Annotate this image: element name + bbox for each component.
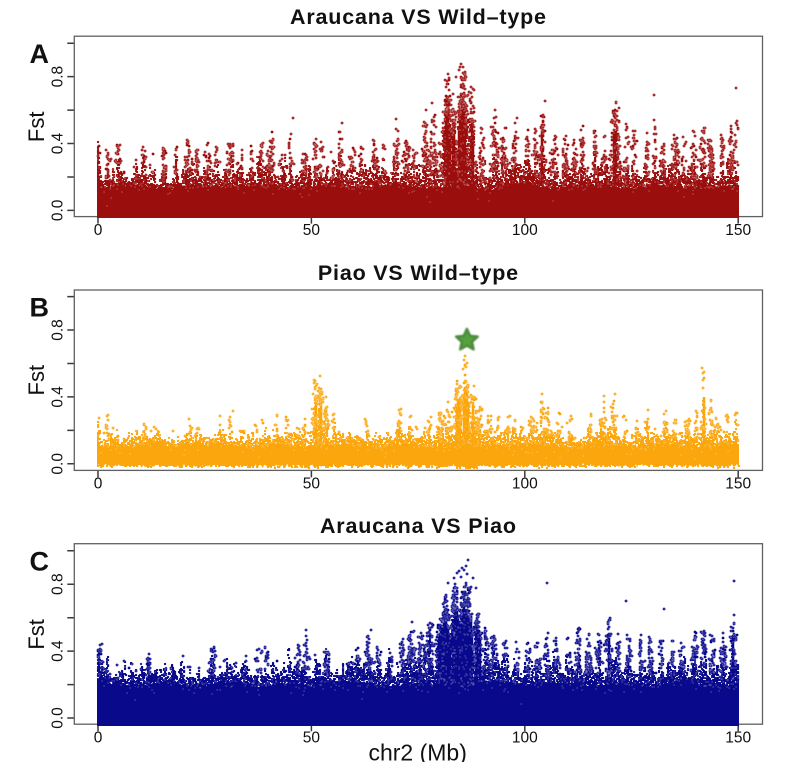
svg-text:C: C <box>30 546 50 576</box>
svg-text:0.8: 0.8 <box>50 319 67 341</box>
svg-text:100: 100 <box>512 476 538 493</box>
svg-text:0.0: 0.0 <box>50 707 67 729</box>
svg-text:0.8: 0.8 <box>50 573 67 595</box>
svg-text:50: 50 <box>303 729 321 746</box>
svg-text:0.8: 0.8 <box>50 66 67 88</box>
svg-text:150: 150 <box>725 729 751 746</box>
svg-text:150: 150 <box>725 476 751 493</box>
svg-text:0: 0 <box>94 476 103 493</box>
svg-text:0.0: 0.0 <box>50 199 67 221</box>
svg-text:0: 0 <box>94 729 103 746</box>
svg-text:Fst: Fst <box>24 365 49 396</box>
svg-text:100: 100 <box>512 222 538 239</box>
svg-text:Fst: Fst <box>24 112 49 143</box>
svg-text:0.4: 0.4 <box>50 386 67 408</box>
svg-text:0.0: 0.0 <box>50 453 67 475</box>
svg-text:A: A <box>30 39 50 69</box>
svg-text:0.4: 0.4 <box>50 640 67 662</box>
svg-text:0.4: 0.4 <box>50 132 67 154</box>
svg-text:Araucana VS Wild–type: Araucana VS Wild–type <box>290 5 547 29</box>
svg-text:100: 100 <box>512 729 538 746</box>
svg-text:150: 150 <box>725 222 751 239</box>
svg-text:0: 0 <box>94 222 103 239</box>
svg-text:B: B <box>30 293 50 323</box>
svg-text:chr2 (Mb): chr2 (Mb) <box>368 740 466 762</box>
svg-text:Fst: Fst <box>24 619 49 650</box>
svg-text:50: 50 <box>303 476 321 493</box>
svg-text:Piao VS Wild–type: Piao VS Wild–type <box>318 261 519 285</box>
svg-text:Araucana VS Piao: Araucana VS Piao <box>320 514 517 538</box>
svg-text:50: 50 <box>303 222 321 239</box>
